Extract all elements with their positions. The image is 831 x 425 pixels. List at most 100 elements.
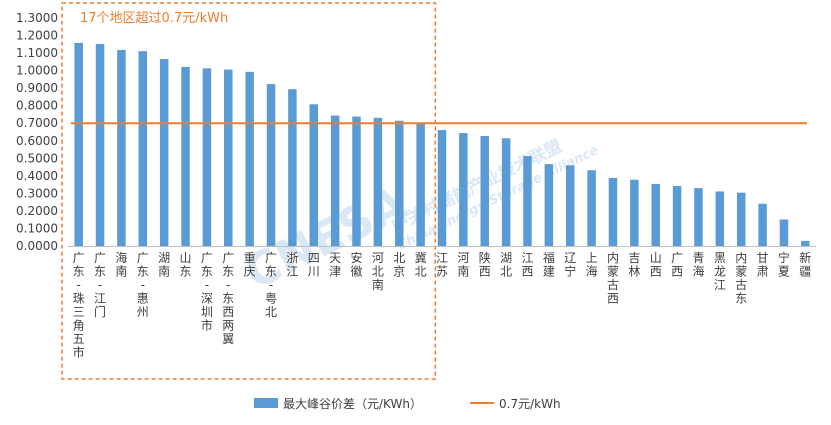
x-tick-char: 上 (586, 251, 598, 265)
x-tick-char: 福 (543, 250, 555, 265)
x-tick-char: 广 (73, 251, 85, 265)
bar (330, 115, 340, 246)
x-tick-char: 东 (73, 265, 85, 279)
bar (608, 177, 618, 246)
x-tick-char: 庆 (244, 265, 256, 279)
x-tick-char: 浙 (286, 251, 298, 265)
x-tick-label: 河北南 (372, 251, 384, 292)
x-tick-char: - (205, 278, 209, 292)
x-tick-label: 甘肃 (757, 251, 769, 279)
y-tick-label: 0.3000 (16, 186, 58, 200)
bar (672, 186, 682, 246)
x-tick-label: 湖北 (500, 250, 512, 279)
bar (309, 104, 319, 246)
x-tick-label: 广东-惠州 (137, 251, 149, 319)
x-tick-char: 疆 (799, 265, 811, 279)
x-tick-label: 江苏 (436, 251, 448, 279)
x-tick-char: 西 (222, 305, 234, 319)
bar (523, 156, 532, 246)
bar (138, 51, 148, 247)
x-tick-label: 山西 (650, 251, 662, 279)
x-tick-char: - (269, 278, 273, 292)
y-tick-label: 0.9000 (16, 81, 58, 95)
bar (159, 59, 169, 246)
legend: 最大峰谷价差（元/KWh） 0.7元/kWh (254, 397, 561, 411)
bar (245, 71, 254, 246)
y-tick-label: 0.5000 (16, 151, 58, 165)
x-tick-label: 黑龙江 (714, 251, 726, 292)
x-tick-label: 内蒙古西 (607, 251, 619, 306)
x-tick-char: 粤 (265, 291, 277, 306)
bar (801, 240, 810, 246)
bar (352, 116, 361, 246)
x-tick-label: 湖南 (158, 250, 170, 279)
x-tick-label: 广东-江门 (94, 251, 106, 319)
x-tick-char: 湖 (500, 250, 512, 265)
x-tick-char: 翼 (222, 332, 234, 346)
y-tick-label: 1.2000 (16, 29, 58, 43)
x-tick-char: 山 (180, 251, 192, 265)
bar (758, 203, 767, 246)
x-tick-char: 宁 (564, 264, 576, 279)
x-tick-label: 广东-珠三角五市 (73, 251, 85, 360)
x-tick-char: 江 (94, 292, 106, 306)
x-tick-label: 浙江 (286, 251, 298, 279)
x-tick-char: 东 (222, 292, 234, 306)
x-tick-char: 苏 (436, 265, 448, 279)
y-tick-label: 0.7000 (16, 116, 58, 130)
bar (117, 49, 126, 246)
x-tick-label: 河南 (457, 251, 469, 279)
y-tick-label: 1.0000 (16, 64, 58, 78)
bars (74, 42, 810, 247)
x-tick-label: 广东-东西两翼 (222, 251, 234, 346)
bar (651, 183, 660, 246)
x-tick-label: 冀北 (415, 251, 427, 279)
bar (630, 179, 639, 246)
legend-label-line: 0.7元/kWh (499, 397, 561, 411)
x-tick-char: 北 (415, 265, 427, 279)
x-tick-char: 东 (180, 265, 192, 279)
x-tick-char: 西 (607, 292, 619, 306)
bar (266, 84, 276, 247)
legend-swatch-bar (254, 398, 278, 408)
x-tick-char: 江 (436, 251, 448, 265)
bar (480, 136, 489, 246)
x-tick-char: 安 (351, 250, 363, 265)
x-tick-label: 北京 (393, 251, 405, 279)
x-tick-char: 内 (735, 251, 747, 265)
x-tick-char: 三 (73, 305, 85, 319)
x-tick-char: 广 (222, 251, 234, 265)
x-tick-char: 龙 (714, 265, 726, 279)
x-tick-char: - (98, 278, 102, 292)
bar (437, 130, 447, 246)
x-tick-label: 江西 (521, 251, 533, 279)
x-tick-char: 河 (457, 251, 469, 265)
x-tick-char: 江 (714, 278, 726, 292)
y-tick-label: 0.1000 (16, 221, 58, 235)
x-tick-char: 南 (158, 264, 170, 279)
x-tick-label: 山东 (180, 251, 192, 279)
bar (501, 138, 511, 246)
x-tick-char: 甘 (757, 251, 769, 265)
x-tick-char: 州 (137, 305, 149, 319)
x-tick-char: 广 (671, 251, 683, 265)
x-tick-label: 天津 (329, 251, 341, 279)
x-tick-char: 江 (521, 251, 533, 265)
x-tick-char: 市 (73, 345, 85, 360)
x-tick-char: 东 (137, 265, 149, 279)
x-tick-char: 古 (735, 277, 747, 292)
x-tick-char: 蒙 (735, 265, 747, 279)
x-tick-char: 内 (607, 251, 619, 265)
x-tick-char: 西 (479, 265, 491, 279)
x-tick-label: 四川 (308, 251, 320, 279)
x-tick-char: 圳 (201, 305, 213, 319)
x-axis: 广东-珠三角五市广东-江门海南广东-惠州湖南山东广东-深圳市广东-东西两翼重庆广… (68, 246, 816, 360)
x-tick-char: 南 (457, 264, 469, 279)
x-tick-char: 西 (650, 265, 662, 279)
x-tick-char: - (77, 278, 81, 292)
bar (565, 165, 575, 246)
x-tick-char: 肃 (757, 265, 769, 279)
x-tick-label: 广东-粤北 (265, 251, 277, 319)
x-tick-char: 四 (308, 251, 320, 265)
x-tick-char: 深 (201, 292, 213, 306)
